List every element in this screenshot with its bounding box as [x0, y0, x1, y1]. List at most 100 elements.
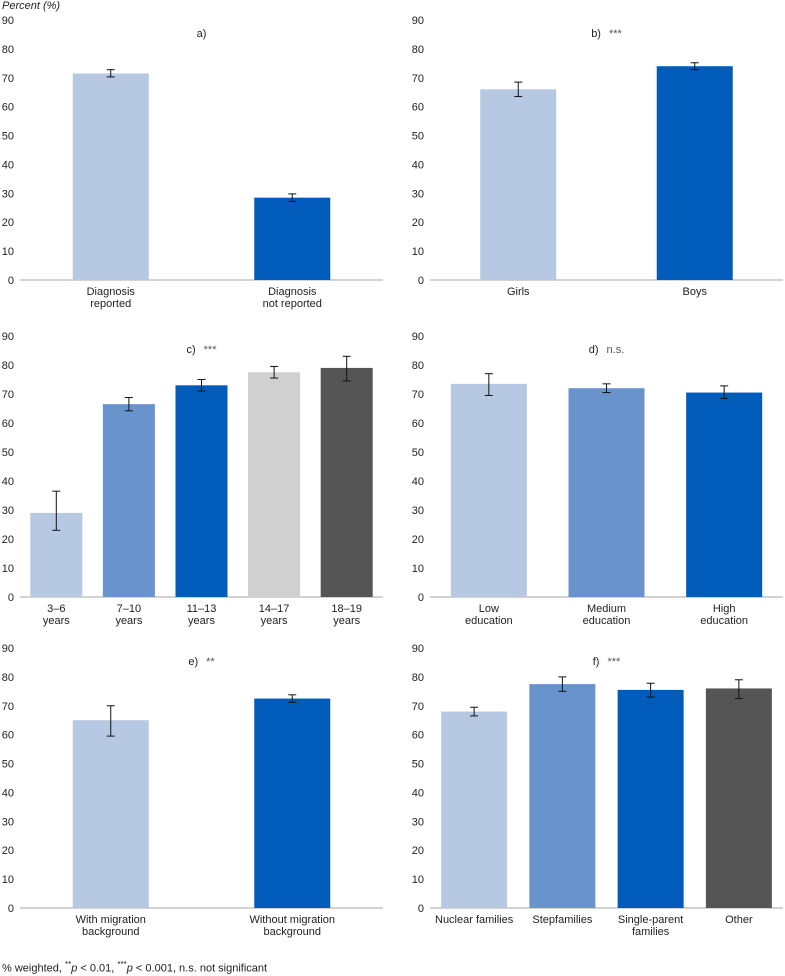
bar [254, 698, 331, 908]
y-tick-label: 60 [2, 102, 14, 114]
y-tick-label: 50 [412, 131, 424, 143]
category-label: 14–17 years [259, 603, 290, 627]
y-tick-label: 70 [2, 389, 14, 401]
panel-d: 0 10 20 30 40 50 60 70 80 90 d) n.s. Low education Med… [412, 331, 783, 627]
y-tick-label: 90 [2, 15, 14, 27]
bar [686, 392, 763, 597]
category-label: 18–19 years [331, 603, 362, 627]
y-tick-label: 20 [412, 534, 424, 546]
category-label: Medium education [583, 603, 631, 627]
y-tick-label: 50 [2, 759, 14, 771]
bar [450, 383, 527, 597]
bar [254, 197, 331, 280]
bar [72, 73, 149, 280]
category-label: High education [700, 603, 748, 627]
category-label: Boys [683, 286, 708, 298]
y-tick-label: 80 [412, 672, 424, 684]
y-tick-label: 20 [2, 217, 14, 229]
y-tick-label: 10 [412, 874, 424, 886]
panel-label: b) *** [591, 28, 622, 40]
y-tick-label: 40 [2, 476, 14, 488]
panel-b: 0 10 20 30 40 50 60 70 80 90 b) *** Girls Boys [412, 15, 783, 298]
y-tick-label: 0 [8, 903, 14, 915]
y-tick-label: 50 [2, 131, 14, 143]
y-tick-label: 40 [412, 787, 424, 799]
panel-label: e) ** [188, 656, 215, 668]
y-tick-label: 70 [2, 73, 14, 85]
bar [72, 720, 149, 908]
y-tick-label: 50 [412, 759, 424, 771]
y-tick-label: 30 [412, 188, 424, 200]
y-tick-label: 10 [2, 563, 14, 575]
y-tick-label: 30 [412, 816, 424, 828]
bar [529, 684, 596, 908]
y-axis-title: Percent (%) [2, 0, 61, 12]
y-tick-label: 90 [412, 331, 424, 343]
y-tick-label: 10 [412, 563, 424, 575]
y-tick-label: 80 [412, 360, 424, 372]
y-tick-label: 30 [412, 505, 424, 517]
panel-label: f) *** [593, 656, 621, 668]
category-label: Diagnosis not reported [263, 286, 322, 310]
panel-label: c) *** [186, 344, 217, 356]
bar [441, 711, 508, 908]
bar [656, 66, 733, 280]
y-tick-label: 90 [2, 643, 14, 655]
category-label: 3–6 years [43, 603, 70, 627]
y-tick-label: 30 [2, 816, 14, 828]
y-tick-label: 50 [412, 447, 424, 459]
y-tick-label: 30 [2, 188, 14, 200]
y-tick-label: 60 [412, 418, 424, 430]
y-tick-label: 10 [2, 874, 14, 886]
y-tick-label: 0 [418, 592, 424, 604]
y-tick-label: 60 [412, 102, 424, 114]
bar [568, 388, 645, 597]
category-label: 11–13 years [187, 603, 217, 627]
y-tick-label: 40 [412, 476, 424, 488]
bar [175, 385, 228, 597]
y-tick-label: 20 [412, 217, 424, 229]
category-label: Stepfamilies [532, 914, 592, 926]
category-label: 7–10 years [115, 603, 142, 627]
category-label: Single-parent families [618, 914, 683, 938]
bar [705, 688, 772, 908]
y-tick-label: 40 [2, 787, 14, 799]
y-tick-label: 10 [412, 246, 424, 258]
y-tick-label: 70 [2, 701, 14, 713]
bar [617, 689, 684, 908]
y-tick-label: 20 [2, 845, 14, 857]
category-label: Diagnosis reported [87, 286, 136, 310]
y-tick-label: 40 [412, 159, 424, 171]
y-tick-label: 90 [2, 331, 14, 343]
y-tick-label: 40 [2, 159, 14, 171]
y-tick-label: 50 [2, 447, 14, 459]
y-tick-label: 0 [418, 903, 424, 915]
category-label: Without migration background [249, 914, 335, 938]
y-tick-label: 20 [2, 534, 14, 546]
y-tick-label: 30 [2, 505, 14, 517]
y-tick-label: 0 [418, 275, 424, 287]
footnote: % weighted, **p < 0.01, ***p < 0.001, n.… [2, 960, 268, 975]
y-tick-label: 60 [2, 730, 14, 742]
y-tick-label: 80 [412, 44, 424, 56]
y-tick-label: 70 [412, 389, 424, 401]
y-tick-label: 60 [412, 730, 424, 742]
bar [320, 367, 373, 597]
y-tick-label: 0 [8, 592, 14, 604]
y-tick-label: 90 [412, 643, 424, 655]
y-tick-label: 80 [2, 672, 14, 684]
panel-label: d) n.s. [589, 344, 625, 356]
category-label: With migration background [76, 914, 146, 938]
bar [248, 372, 301, 597]
y-tick-label: 60 [2, 418, 14, 430]
bar [102, 404, 155, 597]
panel-a: 0 10 20 30 40 50 60 70 80 90 a) Diagnosis reported Di… [2, 15, 383, 310]
y-tick-label: 0 [8, 275, 14, 287]
category-label: Girls [507, 286, 530, 298]
category-label: Other [725, 914, 753, 926]
panel-label: a) [197, 28, 207, 40]
y-tick-label: 70 [412, 73, 424, 85]
y-tick-label: 70 [412, 701, 424, 713]
panel-e: 0 10 20 30 40 50 60 70 80 90 e) ** With migration bac… [2, 643, 383, 938]
